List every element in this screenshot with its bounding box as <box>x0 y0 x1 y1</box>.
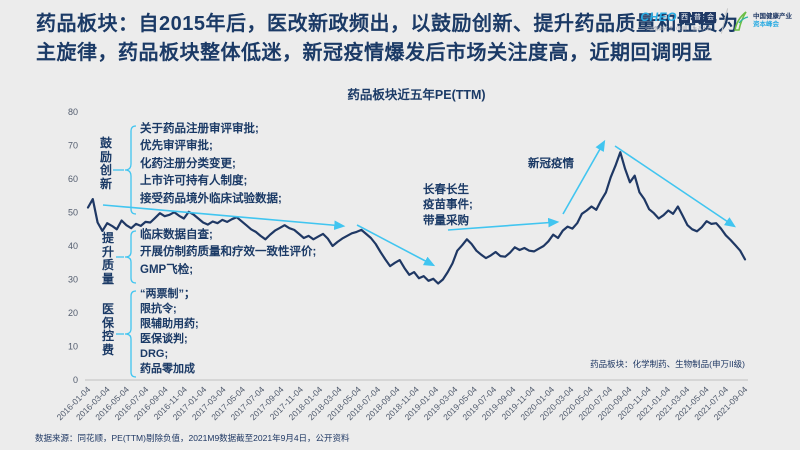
slide-headline: 药品板块：自2015年后，医改新政频出，以鼓励创新、提升药品质量和控费为主旋律，… <box>36 13 739 64</box>
policy-item: “两票制”； <box>140 288 195 300</box>
partner-logo-line1: 中国健康产业 <box>753 13 792 20</box>
event-line: 长春长生 <box>423 184 469 196</box>
svg-text:10: 10 <box>68 342 78 352</box>
pe-series-line <box>86 151 747 285</box>
cheo-box-3: 会 <box>705 11 716 23</box>
partner-logo-line2: 资本峰会 <box>753 21 779 28</box>
event-line: 疫苗事件; <box>423 199 473 212</box>
cheo-wordmark: CHEO <box>640 10 677 24</box>
logo-area: CHEO 西 普 会 中国健康产业（国际）生态大会 中国健康产业 资本峰会 <box>640 8 792 34</box>
policy-group-label-medicare-cost-control: 医保控费 <box>101 302 114 357</box>
svg-text:70: 70 <box>68 141 78 151</box>
data-source-note: 数据来源：同花顺，PE(TTM)剔除负值，2021M9数据截至2021年9月4日… <box>35 433 350 443</box>
svg-text:40: 40 <box>68 241 78 251</box>
policy-item: 开展仿制药质量和疗效一致性评价; <box>140 246 317 259</box>
policy-item: 上市许可持有人制度; <box>140 175 248 188</box>
leaf-icon <box>734 11 749 31</box>
event-label-covid: 新冠疫情 <box>528 157 574 172</box>
policy-item: 药品零加成 <box>140 363 195 376</box>
policy-item: 限抗令; <box>140 303 177 316</box>
cheo-box-2: 普 <box>692 11 703 23</box>
policy-item: 化药注册分类变更; <box>140 157 236 170</box>
policy-item: 优先审评审批; <box>140 140 213 153</box>
policy-group-label-improve-quality: 提升质量 <box>101 231 114 286</box>
chart-legend: 药品板块：化学制药、生物制品(申万II级) <box>590 359 745 369</box>
policy-item: 限辅助用药; <box>140 318 199 331</box>
svg-text:50: 50 <box>68 208 78 218</box>
policy-item: GMP飞检; <box>140 263 194 276</box>
cheo-box-1: 西 <box>679 11 690 23</box>
policy-list-improve-quality: 临床数据自查; 开展仿制药质量和疗效一致性评价; GMP飞检; <box>140 227 316 279</box>
svg-text:20: 20 <box>68 308 78 318</box>
trend-arrows <box>102 139 736 267</box>
cheo-subtitle: 中国健康产业（国际）生态大会 <box>644 26 712 31</box>
svg-text:30: 30 <box>68 275 78 285</box>
policy-list-encourage-innovation: 关于药品注册审评审批; 优先审评审批; 化药注册分类变更; 上市许可持有人制度;… <box>140 121 282 208</box>
policy-item: 接受药品境外临床试验数据; <box>140 192 282 205</box>
cheo-logo: CHEO 西 普 会 中国健康产业（国际）生态大会 <box>640 10 716 32</box>
brace-decoration <box>113 125 137 378</box>
policy-item: 医保谈判; <box>140 333 188 346</box>
policy-list-medicare-cost-control: “两票制”； 限抗令; 限辅助用药; 医保谈判; DRG; 药品零加成 <box>140 287 199 378</box>
svg-text:60: 60 <box>68 174 78 184</box>
policy-item: 临床数据自查; <box>140 229 213 241</box>
policy-item: DRG; <box>140 348 169 361</box>
policy-item: 关于药品注册审评审批; <box>140 123 259 135</box>
event-line: 带量采购 <box>423 214 469 227</box>
partner-logo: 中国健康产业 资本峰会 <box>733 11 792 31</box>
event-label-changchun-vaccine: 长春长生 疫苗事件; 带量采购 <box>423 183 473 229</box>
policy-group-label-encourage-innovation: 鼓励创新 <box>99 136 112 191</box>
svg-text:80: 80 <box>68 107 78 117</box>
event-line: 新冠疫情 <box>528 158 574 170</box>
chart-title: 药品板块近五年PE(TTM) <box>347 88 486 102</box>
svg-text:0: 0 <box>73 375 78 385</box>
